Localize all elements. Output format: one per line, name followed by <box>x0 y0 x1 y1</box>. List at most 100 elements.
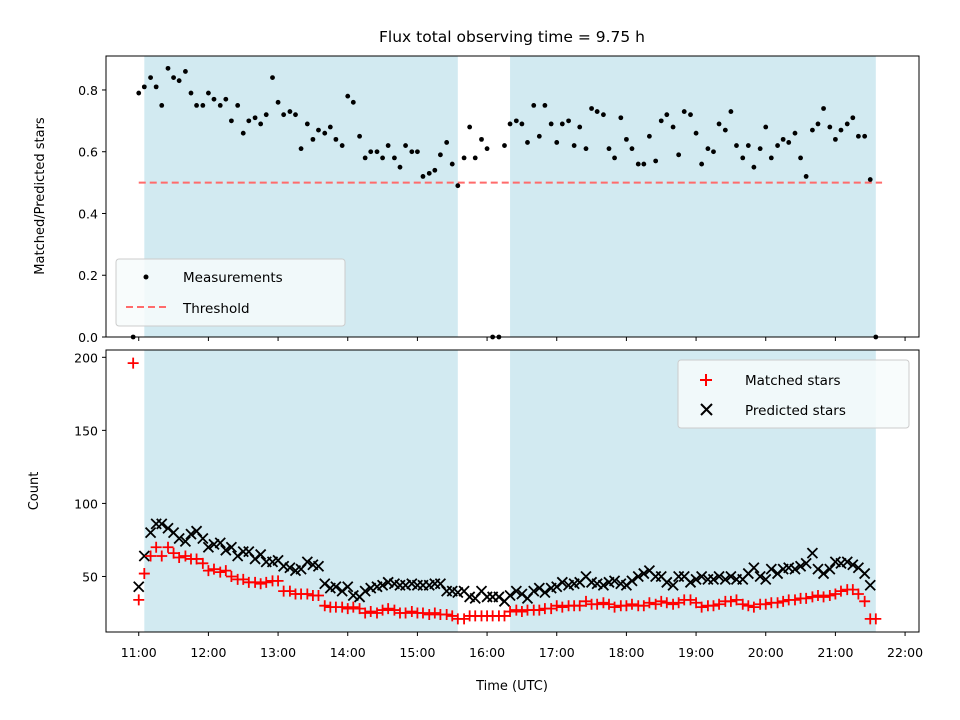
predicted-star-point <box>864 579 876 591</box>
predicted-star-point <box>376 579 389 591</box>
matched-star-point <box>551 600 563 612</box>
predicted-star-point <box>202 541 215 553</box>
predicted-star-point <box>765 563 777 575</box>
measurement-point <box>437 152 443 158</box>
predicted-star-point <box>481 591 493 603</box>
measurement-point <box>246 118 252 124</box>
matched-star-point <box>870 613 882 625</box>
measurement-point <box>479 136 484 142</box>
ratio-plot-frame <box>105 55 920 338</box>
matched-star-point <box>620 600 632 612</box>
matched-star-point <box>730 594 742 606</box>
measurement-point <box>188 90 194 96</box>
measurement-point <box>310 136 316 142</box>
matched-star-point <box>237 573 249 585</box>
matched-star-point <box>371 607 383 619</box>
measurement-point <box>624 136 629 142</box>
matched-star-point <box>533 604 545 616</box>
measurement-point <box>228 118 234 124</box>
predicted-star-point <box>510 585 522 597</box>
predicted-star-point <box>760 573 772 586</box>
time-x-tick-label: 20:00 <box>748 645 784 660</box>
matched-star-point <box>643 597 655 609</box>
measurement-point <box>392 155 397 161</box>
measurement-point <box>298 146 304 152</box>
matched-star-point <box>162 541 174 553</box>
legend-measurements-marker <box>143 274 149 280</box>
matched-star-point <box>191 553 203 565</box>
matched-star-point <box>597 597 609 609</box>
measurement-point <box>716 121 722 127</box>
predicted-star-point <box>754 570 766 583</box>
matched-star-point <box>406 606 418 618</box>
measurement-point <box>583 146 589 152</box>
predicted-star-point <box>312 560 325 572</box>
ratio-y-tick-label: 0.8 <box>78 83 98 98</box>
predicted-star-point <box>301 556 313 568</box>
predicted-star-point <box>841 556 853 568</box>
measurement-point <box>171 75 176 81</box>
legend-matched-marker <box>700 374 712 386</box>
matched-star-point <box>690 597 702 609</box>
matched-star-point <box>197 557 209 569</box>
matched-star-point <box>609 601 621 613</box>
measurement-point <box>252 115 258 121</box>
measurement-point <box>722 127 728 133</box>
count-legend-box <box>677 359 910 429</box>
predicted-star-point <box>608 575 621 587</box>
measurement-point <box>577 124 583 130</box>
time-x-tick-label: 18:00 <box>608 645 644 660</box>
measurement-point <box>176 78 182 84</box>
measurement-point <box>293 112 298 118</box>
matched-star-point <box>661 597 673 609</box>
measurement-point <box>734 143 739 148</box>
measurement-point <box>374 149 380 155</box>
matched-star-point <box>852 588 864 600</box>
matched-star-point <box>150 541 162 553</box>
measurement-point <box>183 69 188 74</box>
predicted-star-point <box>626 575 638 587</box>
measurement-point <box>403 143 408 148</box>
predicted-star-point <box>133 581 145 593</box>
measurement-point <box>670 124 676 130</box>
predicted-star-point <box>847 559 859 571</box>
measurement-point <box>629 146 635 152</box>
measurement-point <box>472 155 478 161</box>
ratio-legend: Measurements Threshold <box>115 258 346 327</box>
measurement-point <box>536 133 542 139</box>
predicted-star-point <box>661 576 673 588</box>
measurement-point <box>815 121 821 127</box>
measurement-point <box>542 103 548 108</box>
count-y-tick-label: 50 <box>82 569 98 584</box>
measurement-point <box>339 143 345 148</box>
figure-title: Flux total observing time = 9.75 h <box>379 28 645 46</box>
measurement-point <box>322 130 328 136</box>
measurement-point <box>525 140 530 145</box>
measurement-point <box>768 155 774 161</box>
measurement-point <box>502 143 507 148</box>
measurement-point <box>775 143 780 148</box>
measurement-point <box>432 167 438 173</box>
matched-star-point <box>638 600 650 612</box>
matched-star-point <box>342 603 354 615</box>
measurement-point <box>641 161 647 167</box>
measurement-point <box>281 112 287 118</box>
predicted-star-point <box>556 576 568 588</box>
matched-star-point <box>225 570 237 582</box>
measurement-point <box>415 149 420 155</box>
matched-star-point <box>179 550 191 562</box>
matched-star-point <box>377 604 389 616</box>
matched-star-point <box>574 600 586 612</box>
measurement-point <box>211 96 217 102</box>
matched-star-point <box>684 594 696 606</box>
predicted-star-point <box>144 527 157 539</box>
matched-star-point <box>545 603 557 615</box>
matched-star-point <box>824 589 836 601</box>
count-panel: 50 100 150 200 11:00 12:00 13:00 14:00 15:00 16:… <box>27 349 923 694</box>
matched-star-point <box>580 595 592 607</box>
measurement-point <box>153 84 159 90</box>
measurement-point <box>148 75 153 81</box>
matched-star-point <box>556 601 568 613</box>
measurement-point <box>235 103 241 108</box>
